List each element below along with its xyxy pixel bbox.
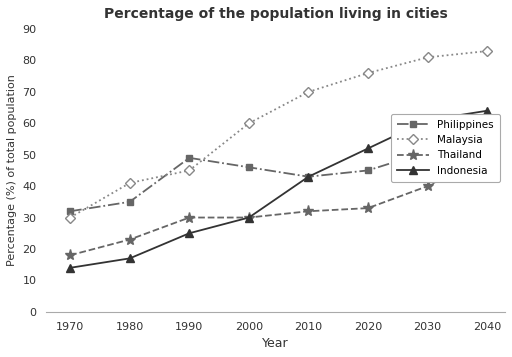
Philippines <box>186 156 193 160</box>
Malaysia <box>484 49 490 53</box>
Thailand <box>67 253 73 257</box>
Legend: Philippines, Malaysia, Thailand, Indonesia: Philippines, Malaysia, Thailand, Indones… <box>391 114 500 182</box>
Philippines <box>67 209 73 213</box>
Indonesia <box>484 109 490 113</box>
Title: Percentage of the population living in cities: Percentage of the population living in c… <box>104 7 447 21</box>
Line: Philippines: Philippines <box>67 132 490 215</box>
Y-axis label: Percentage (%) of total population: Percentage (%) of total population <box>7 75 17 266</box>
Philippines <box>126 200 133 204</box>
Malaysia <box>365 71 371 75</box>
Thailand <box>305 209 311 213</box>
Line: Malaysia: Malaysia <box>67 47 490 221</box>
Indonesia <box>126 256 133 261</box>
Philippines <box>305 175 311 179</box>
Indonesia <box>246 215 252 220</box>
Philippines <box>246 165 252 170</box>
Malaysia <box>424 55 431 60</box>
Malaysia <box>246 121 252 125</box>
Line: Thailand: Thailand <box>65 149 493 261</box>
Malaysia <box>186 168 193 172</box>
Malaysia <box>126 181 133 185</box>
Indonesia <box>365 146 371 151</box>
Malaysia <box>67 215 73 220</box>
Indonesia <box>424 118 431 122</box>
Indonesia <box>67 266 73 270</box>
X-axis label: Year: Year <box>262 337 289 350</box>
Thailand <box>186 215 193 220</box>
Philippines <box>484 134 490 138</box>
Thailand <box>365 206 371 210</box>
Thailand <box>484 152 490 157</box>
Line: Indonesia: Indonesia <box>66 106 492 272</box>
Thailand <box>126 237 133 242</box>
Philippines <box>424 150 431 154</box>
Indonesia <box>186 231 193 235</box>
Thailand <box>424 184 431 188</box>
Philippines <box>365 168 371 172</box>
Indonesia <box>305 175 311 179</box>
Malaysia <box>305 90 311 94</box>
Thailand <box>246 215 252 220</box>
